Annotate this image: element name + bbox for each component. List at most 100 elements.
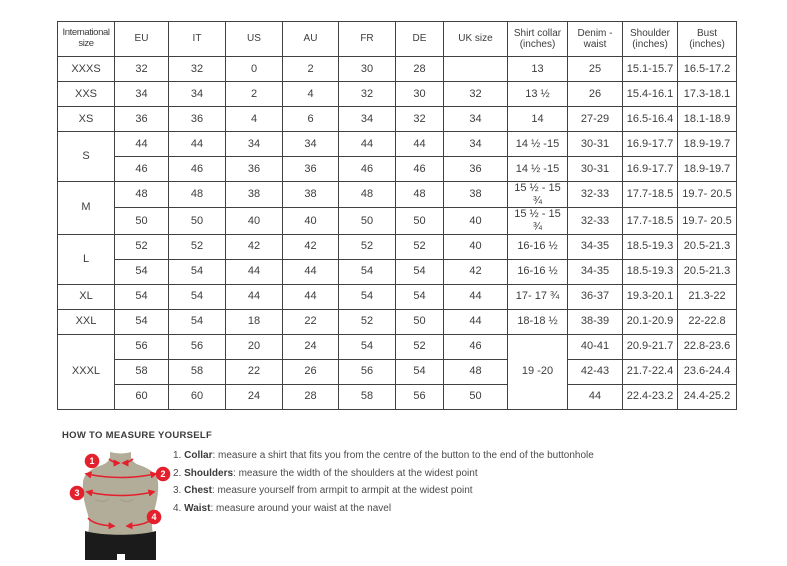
size-cell: 56 [168,333,226,360]
size-cell: 36-37 [567,283,623,310]
size-cell [443,56,508,82]
table-row: L 52 52 42 42 52 52 40 16-16 ½ 34-35 18.5-19.3 20.5… [57,233,737,285]
instruction-term: Chest [184,485,212,496]
size-cell: 14 ½ -15 [507,156,568,182]
size-cell: 26 [567,81,623,107]
size-cell: 19.7- 20.5 [677,180,737,209]
size-cell: 21.7-22.4 [622,358,678,385]
size-cell: 18.5-19.3 [622,233,678,260]
table-row: 54 54 44 44 54 54 42 16-16 ½ 34-35 18.5-19.3 20.5-… [58,258,737,285]
size-cell: 54 [168,308,226,335]
size-cell: 58 [168,358,226,385]
chest-measure-arrow [85,489,156,497]
size-cell: 16.5-17.2 [677,56,737,82]
size-cell: 30 [395,81,444,107]
chest-contour-lines [94,498,135,502]
size-cell: XS [57,106,115,132]
instruction-number: 4. [173,502,185,514]
size-cell: 20.5-21.3 [677,233,737,260]
size-cell: 34 [114,81,169,107]
size-cell: 44 [225,258,283,285]
size-cell: 15.1-15.7 [622,56,678,82]
size-cell: 18.9-19.7 [677,131,737,157]
size-cell: 20.9-21.7 [622,333,678,360]
size-cell: 34 [338,106,396,132]
size-cell: 16.5-16.4 [622,106,678,132]
size-cell: 42 [282,233,339,260]
badge-shoulders: 2 [155,466,171,482]
size-cell: 42-43 [567,358,623,385]
size-cell: 18-18 ½ [507,308,568,335]
size-cell: 42 [225,233,283,260]
table-row: 50 50 40 40 50 50 40 15 ½ - 15 ¾ 32-33 17.7-18.5 1… [58,207,737,235]
table-row: S 44 44 34 34 44 44 34 14 ½ -15 30-31 16.9-17.7 18.… [57,131,737,182]
size-cell: 24 [225,383,283,410]
size-cell: 19 -20 [507,333,568,410]
size-cell: 36 [114,106,169,132]
size-cell: 46 [395,156,444,182]
size-cell: 50 [395,308,444,335]
table-row: XXXS 32 32 0 2 30 28 13 25 15.1-15.7 16.5-17.2 [57,56,737,82]
size-cell: 54 [395,358,444,385]
size-cell: 58 [338,383,396,410]
badge-chest: 3 [69,485,85,501]
size-cell: 34 [443,106,508,132]
size-cell: 60 [168,383,226,410]
size-cell: 34-35 [567,258,623,285]
size-cell: 20 [225,333,283,360]
size-cell: 19.3-20.1 [622,283,678,310]
size-cell: 14 [507,106,568,132]
size-cell: 34 [168,81,226,107]
size-cell: 18.5-19.3 [622,258,678,285]
badge-collar: 1 [84,453,100,469]
size-cell: 16.9-17.7 [622,156,678,182]
size-cell: XL [57,283,115,310]
size-cell: 2 [282,56,339,82]
size-cell: 36 [225,156,283,182]
size-cell: 54 [114,308,169,335]
size-cell: 44 [114,131,169,157]
instruction-number: 3. [173,485,185,496]
measurement-figure: 1 2 3 4 [57,444,175,566]
size-cell: 54 [338,258,396,285]
svg-text:4: 4 [151,512,156,522]
size-cell: 22.8-23.6 [677,333,737,360]
size-cell: 34 [282,131,339,157]
size-cell: 54 [114,258,169,285]
column-header: US [225,21,283,57]
size-cell: 52 [395,333,444,360]
size-cell: 23.6-24.4 [677,358,737,385]
size-cell: 32-33 [567,207,623,235]
size-cell: 6 [282,106,339,132]
instruction-number: 1. [173,450,185,461]
size-cell: 17.3-18.1 [677,81,737,107]
size-cell: 36 [282,156,339,182]
size-cell: 52 [168,233,226,260]
size-cell: 22.4-23.2 [622,383,678,410]
size-cell: 17- 17 ¾ [507,283,568,310]
column-header: DE [395,21,444,57]
instruction-text: : measure around your waist at the navel [210,502,392,514]
size-chart-table: International size EU IT US AU FR DE UK size Shi… [57,21,737,410]
size-cell: 4 [225,106,283,132]
size-cell: 46 [338,156,396,182]
size-cell: 22 [282,308,339,335]
size-cell: 13 ½ [507,81,568,107]
size-cell: 15 ½ - 15 ¾ [507,180,568,209]
size-cell: 60 [114,383,169,410]
size-cell: 52 [395,233,444,260]
size-cell: 52 [338,308,396,335]
size-cell: 18.9-19.7 [677,156,737,182]
column-header: International size [57,21,115,57]
mannequin-shorts-shape [85,531,156,560]
badge-waist: 4 [146,509,162,525]
size-cell: XXS [57,81,115,107]
size-cell: 20.1-20.9 [622,308,678,335]
size-cell: 28 [395,56,444,82]
size-cell: 56 [338,358,396,385]
size-cell: 38-39 [567,308,623,335]
size-cell: 24 [282,333,339,360]
table-row: 60 60 24 28 58 56 50 44 22.4-23.2 24.4-25.2 [58,383,737,410]
column-header: FR [338,21,396,57]
